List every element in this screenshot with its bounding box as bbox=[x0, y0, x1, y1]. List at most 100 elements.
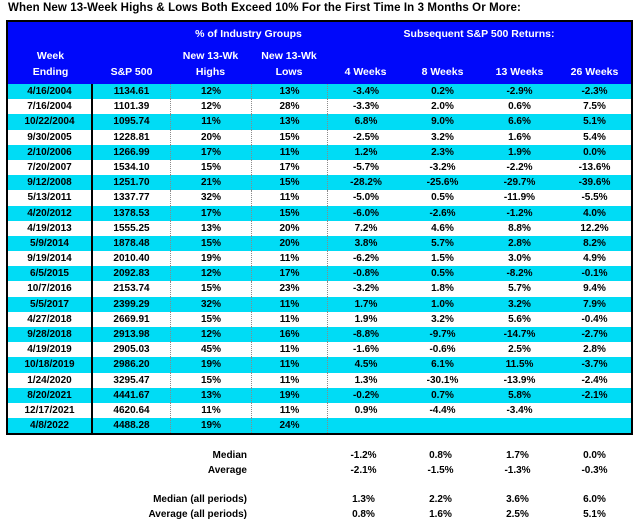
column-header-ret-8-weeks: 8 Weeks bbox=[421, 66, 464, 78]
cell-new-13wk-highs: 20% bbox=[170, 129, 251, 145]
summary-row: Median (all periods) 1.3% 2.2% 3.6% 6.0% bbox=[6, 492, 633, 507]
cell-new-13wk-lows: 13% bbox=[251, 114, 327, 130]
cell-sp500: 1878.48 bbox=[113, 237, 150, 249]
cell-ret-13-weeks: 1.6% bbox=[508, 131, 531, 143]
cell-ret-8-weeks: 0.5% bbox=[431, 268, 454, 280]
table-row: 5/13/2011 1337.77 32% 11% -5.0% 0.5% -11.9% -5.… bbox=[8, 190, 631, 206]
cell-sp500: 2986.20 bbox=[113, 359, 150, 371]
cell-ret-26-weeks: -3.7% bbox=[581, 359, 608, 371]
cell-sp500: 2010.40 bbox=[113, 253, 150, 265]
cell-week-ending: 9/30/2005 bbox=[8, 129, 93, 145]
cell-new-13wk-highs: 13% bbox=[170, 387, 251, 403]
cell-ret-13-weeks: 2.8% bbox=[508, 237, 531, 249]
cell-new-13wk-lows: 11% bbox=[251, 144, 327, 160]
cell-new-13wk-lows: 20% bbox=[251, 220, 327, 236]
cell-week-ending: 2/10/2006 bbox=[8, 144, 93, 160]
cell-ret-26-weeks bbox=[558, 403, 631, 418]
cell-week-ending: 4/16/2004 bbox=[8, 84, 93, 100]
cell-new-13wk-highs: 45% bbox=[170, 342, 251, 358]
cell-ret-13-weeks: 8.8% bbox=[508, 222, 531, 234]
cell-sp500: 1378.53 bbox=[113, 207, 150, 219]
summary-label: Median (all periods) bbox=[153, 494, 247, 505]
cell-week-ending: 10/7/2016 bbox=[8, 281, 93, 297]
cell-ret-26-weeks: -39.6% bbox=[578, 177, 611, 189]
table-row: 4/19/2019 2905.03 45% 11% -1.6% -0.6% 2.5% 2.8% bbox=[8, 342, 631, 358]
cell-ret-8-weeks: -2.6% bbox=[429, 207, 456, 219]
cell-ret-4-weeks bbox=[327, 418, 404, 434]
cell-sp500: 1251.70 bbox=[113, 177, 150, 189]
cell-new-13wk-highs: 15% bbox=[170, 311, 251, 327]
cell-ret-13-weeks: -2.9% bbox=[506, 86, 533, 97]
cell-new-13wk-highs: 11% bbox=[170, 402, 251, 419]
table-row: 6/5/2015 2092.83 12% 17% -0.8% 0.5% -8.2% -0.1% bbox=[8, 266, 631, 282]
table-row: 9/28/2018 2913.98 12% 16% -8.8% -9.7% -14.7% -2… bbox=[8, 327, 631, 343]
cell-new-13wk-lows: 11% bbox=[251, 311, 327, 327]
cell-ret-13-weeks: -2.2% bbox=[506, 161, 533, 173]
table-header: % of Industry Groups Subsequent S&P 500 … bbox=[8, 22, 631, 84]
table-row: 7/20/2007 1534.10 15% 17% -5.7% -3.2% -2.2% -13… bbox=[8, 159, 631, 176]
cell-new-13wk-lows: 11% bbox=[251, 402, 327, 419]
cell-new-13wk-highs: 12% bbox=[170, 266, 251, 282]
cell-ret-4-weeks: 3.8% bbox=[327, 235, 404, 252]
cell-new-13wk-highs: 11% bbox=[170, 114, 251, 130]
cell-week-ending: 7/16/2004 bbox=[8, 99, 93, 115]
cell-ret-26-weeks: 4.9% bbox=[583, 253, 606, 265]
table-row: 4/20/2012 1378.53 17% 15% -6.0% -2.6% -1.2% 4.0… bbox=[8, 205, 631, 221]
cell-ret-8-weeks: 5.7% bbox=[431, 237, 454, 249]
summary-value-ret-26-weeks: -0.3% bbox=[581, 465, 608, 476]
column-header-ret-4-weeks: 4 Weeks bbox=[344, 66, 387, 78]
cell-week-ending: 4/19/2013 bbox=[8, 220, 93, 236]
cell-ret-8-weeks: 3.2% bbox=[431, 313, 454, 325]
cell-ret-13-weeks: 5.6% bbox=[508, 313, 531, 325]
cell-new-13wk-lows: 11% bbox=[251, 251, 327, 267]
cell-sp500: 2913.98 bbox=[113, 329, 150, 340]
cell-ret-13-weeks: 3.2% bbox=[508, 298, 531, 310]
cell-week-ending: 10/18/2019 bbox=[8, 357, 93, 373]
table-row: 9/30/2005 1228.81 20% 15% -2.5% 3.2% 1.6% 5.4% bbox=[8, 129, 631, 145]
table-row: 5/9/2014 1878.48 15% 20% 3.8% 5.7% 2.8% 8.2% bbox=[8, 235, 631, 252]
cell-ret-13-weeks: -13.9% bbox=[503, 374, 536, 386]
cell-new-13wk-lows: 17% bbox=[251, 159, 327, 176]
cell-week-ending: 5/9/2014 bbox=[8, 235, 93, 252]
cell-ret-13-weeks: 6.6% bbox=[508, 116, 531, 128]
cell-ret-8-weeks: 2.0% bbox=[431, 101, 454, 113]
cell-week-ending: 9/12/2008 bbox=[8, 175, 93, 191]
summary-value-ret-4-weeks: 1.3% bbox=[352, 494, 375, 505]
cell-ret-8-weeks: 0.7% bbox=[431, 389, 454, 401]
cell-ret-4-weeks: -3.3% bbox=[327, 99, 404, 115]
cell-ret-13-weeks: -3.4% bbox=[506, 404, 533, 416]
cell-ret-13-weeks: 1.9% bbox=[508, 146, 531, 158]
cell-ret-26-weeks: 5.4% bbox=[583, 131, 606, 143]
summary-row: Average -2.1% -1.5% -1.3% -0.3% bbox=[6, 463, 633, 478]
cell-new-13wk-highs: 15% bbox=[170, 159, 251, 176]
cell-new-13wk-highs: 12% bbox=[170, 99, 251, 115]
cell-ret-26-weeks: 12.2% bbox=[580, 222, 609, 234]
cell-ret-4-weeks: 4.5% bbox=[327, 357, 404, 373]
summary-value-ret-4-weeks: -2.1% bbox=[350, 465, 377, 476]
cell-new-13wk-lows: 11% bbox=[251, 357, 327, 373]
cell-ret-8-weeks: 0.5% bbox=[431, 192, 454, 204]
table-row: 2/10/2006 1266.99 17% 11% 1.2% 2.3% 1.9% 0.0% bbox=[8, 144, 631, 160]
cell-ret-26-weeks: 5.1% bbox=[583, 116, 606, 128]
summary-value-ret-4-weeks: 0.8% bbox=[352, 509, 375, 520]
cell-ret-26-weeks: 4.0% bbox=[583, 207, 606, 219]
cell-sp500: 2905.03 bbox=[113, 344, 150, 356]
cell-sp500: 4488.28 bbox=[113, 420, 150, 432]
cell-ret-4-weeks: -0.2% bbox=[327, 387, 404, 403]
summary-row: Average (all periods) 0.8% 1.6% 2.5% 5.1% bbox=[6, 507, 633, 522]
column-header-ret-13-weeks: 13 Weeks bbox=[495, 66, 544, 78]
summary-label: Median bbox=[212, 450, 247, 461]
table-row: 10/18/2019 2986.20 19% 11% 4.5% 6.1% 11.5% -3.7… bbox=[8, 357, 631, 373]
cell-sp500: 4441.67 bbox=[113, 389, 150, 401]
summary-value-ret-4-weeks: -1.2% bbox=[350, 450, 377, 461]
cell-ret-26-weeks: -2.1% bbox=[581, 389, 608, 401]
table-row: 4/27/2018 2669.91 15% 11% 1.9% 3.2% 5.6% -0.4% bbox=[8, 311, 631, 327]
cell-ret-4-weeks: 1.3% bbox=[327, 372, 404, 388]
cell-week-ending: 6/5/2015 bbox=[8, 266, 93, 282]
cell-sp500: 1266.99 bbox=[113, 146, 150, 158]
cell-ret-8-weeks: -4.4% bbox=[429, 404, 456, 416]
cell-week-ending: 9/19/2014 bbox=[8, 251, 93, 267]
cell-ret-13-weeks: 0.6% bbox=[508, 101, 531, 113]
cell-ret-26-weeks: -13.6% bbox=[578, 161, 611, 173]
table-row: 10/22/2004 1095.74 11% 13% 6.8% 9.0% 6.6% 5.1% bbox=[8, 114, 631, 130]
